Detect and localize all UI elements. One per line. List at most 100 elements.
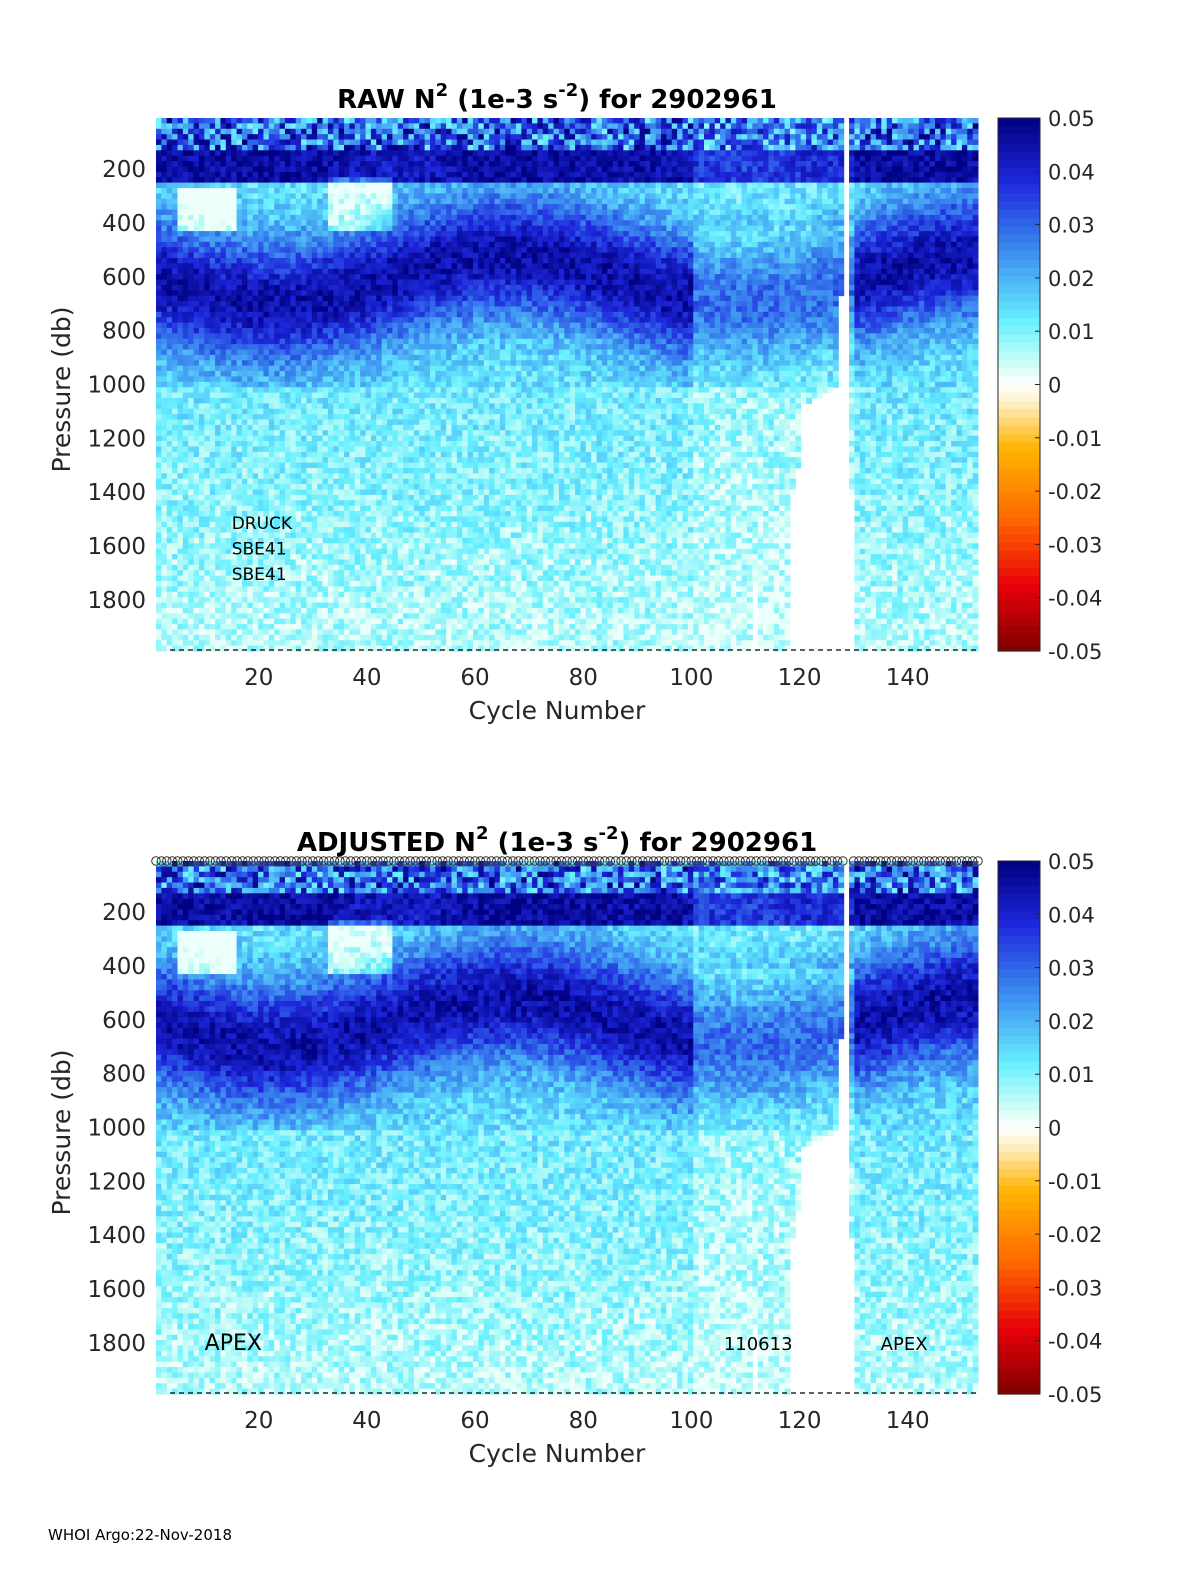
heatmap-cell [301, 215, 307, 221]
heatmap-cell [355, 597, 361, 603]
heatmap-cell [344, 382, 350, 388]
heatmap-cell [183, 441, 189, 447]
heatmap-cell [360, 382, 366, 388]
heatmap-cell [317, 414, 323, 420]
heatmap-cell [274, 419, 280, 425]
heatmap-cell [414, 253, 420, 259]
heatmap-cell [355, 204, 361, 210]
heatmap-cell [296, 285, 302, 291]
heatmap-cell [317, 366, 323, 372]
heatmap-cell [414, 495, 420, 501]
heatmap-cell [188, 387, 194, 393]
heatmap-cell [339, 188, 345, 194]
heatmap-cell [280, 333, 286, 339]
heatmap-cell [301, 425, 307, 431]
heatmap-cell [344, 452, 350, 458]
heatmap-cell [183, 328, 189, 334]
heatmap-cell [215, 597, 221, 603]
heatmap-cell [194, 242, 200, 248]
heatmap-cell [156, 123, 162, 129]
heatmap-cell [414, 554, 420, 560]
heatmap-cell [296, 533, 302, 539]
heatmap-cell [167, 328, 173, 334]
heatmap-cell [323, 199, 329, 205]
heatmap-cell [323, 183, 329, 189]
heatmap-cell [226, 473, 232, 479]
heatmap-cell [306, 247, 312, 253]
heatmap-cell [280, 166, 286, 172]
heatmap-cell [387, 506, 393, 512]
heatmap-cell [355, 479, 361, 485]
heatmap-cell [258, 215, 264, 221]
heatmap-cell [253, 355, 259, 361]
heatmap-cell [323, 231, 329, 237]
heatmap-cell [344, 215, 350, 221]
heatmap-cell [280, 140, 286, 146]
heatmap-cell [285, 150, 291, 156]
heatmap-cell [220, 522, 226, 528]
heatmap-cell [312, 446, 318, 452]
heatmap-cell [296, 559, 302, 565]
heatmap-cell [263, 333, 269, 339]
heatmap-cell [274, 247, 280, 253]
heatmap-cell [269, 199, 275, 205]
heatmap-cell [204, 516, 210, 522]
heatmap-cell [285, 301, 291, 307]
heatmap-cell [398, 285, 404, 291]
heatmap-cell [333, 306, 339, 312]
heatmap-cell [414, 360, 420, 366]
heatmap-cell [425, 360, 431, 366]
heatmap-cell [349, 543, 355, 549]
heatmap-cell [317, 543, 323, 549]
heatmap-cell [263, 129, 269, 135]
heatmap-cell [290, 581, 296, 587]
heatmap-cell [349, 635, 355, 641]
heatmap-cell [242, 376, 248, 382]
heatmap-cell [409, 118, 415, 124]
heatmap-cell [339, 280, 345, 286]
heatmap-cell [387, 350, 393, 356]
heatmap-cell [355, 393, 361, 399]
heatmap-cell [366, 215, 372, 221]
heatmap-cell [301, 312, 307, 318]
heatmap-cell [220, 355, 226, 361]
heatmap-cell [263, 290, 269, 296]
heatmap-cell [371, 382, 377, 388]
heatmap-cell [237, 166, 243, 172]
heatmap-cell [376, 183, 382, 189]
heatmap-cell [280, 161, 286, 167]
heatmap-cell [355, 118, 361, 124]
heatmap-cell [204, 409, 210, 415]
heatmap-cell [161, 533, 167, 539]
heatmap-cell [349, 398, 355, 404]
heatmap-cell [172, 500, 178, 506]
heatmap-cell [376, 312, 382, 318]
heatmap-cell [323, 296, 329, 302]
heatmap-cell [156, 134, 162, 140]
heatmap-cell [194, 145, 200, 151]
heatmap-cell [349, 586, 355, 592]
heatmap-cell [339, 344, 345, 350]
heatmap-cell [371, 145, 377, 151]
heatmap-cell [398, 263, 404, 269]
heatmap-cell [231, 242, 237, 248]
heatmap-cell [344, 414, 350, 420]
heatmap-cell [274, 177, 280, 183]
heatmap-cell [382, 398, 388, 404]
heatmap-cell [349, 350, 355, 356]
heatmap-cell [323, 613, 329, 619]
heatmap-cell [199, 376, 205, 382]
heatmap-cell [398, 463, 404, 469]
heatmap-cell [306, 274, 312, 280]
heatmap-cell [210, 382, 216, 388]
heatmap-cell [220, 350, 226, 356]
heatmap-cell [301, 409, 307, 415]
heatmap-cell [215, 511, 221, 517]
heatmap-cell [355, 570, 361, 576]
heatmap-cell [269, 258, 275, 264]
heatmap-cell [210, 463, 216, 469]
heatmap-cell [398, 516, 404, 522]
heatmap-cell [339, 506, 345, 512]
heatmap-cell [237, 204, 243, 210]
heatmap-cell [339, 296, 345, 302]
